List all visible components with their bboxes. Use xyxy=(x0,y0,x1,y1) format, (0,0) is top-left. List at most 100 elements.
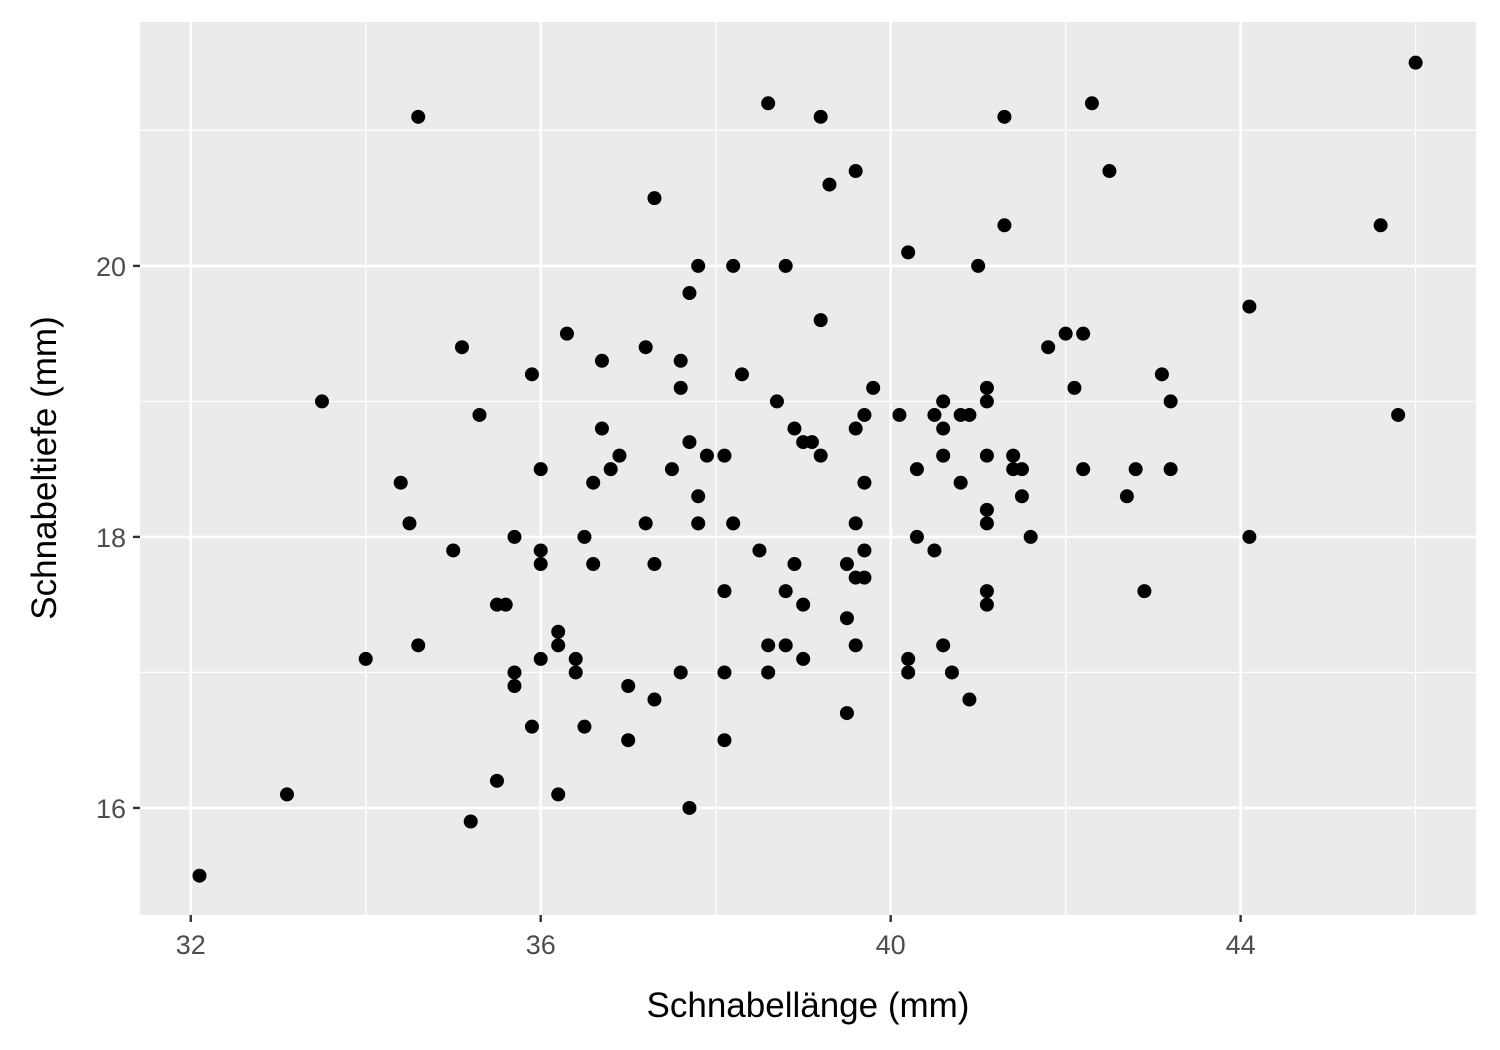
data-point xyxy=(936,421,951,436)
data-point xyxy=(358,651,373,666)
data-point xyxy=(857,407,872,422)
data-point xyxy=(717,584,732,599)
data-point xyxy=(936,638,951,653)
data-point xyxy=(682,800,697,815)
data-point xyxy=(796,651,811,666)
data-point xyxy=(936,448,951,463)
data-point xyxy=(734,367,749,382)
data-point xyxy=(822,177,837,192)
data-point xyxy=(726,516,741,531)
data-point xyxy=(971,258,986,273)
data-point xyxy=(848,164,863,179)
data-point xyxy=(647,557,662,572)
data-point xyxy=(621,678,636,693)
data-point xyxy=(691,489,706,504)
data-point xyxy=(446,543,461,558)
data-point xyxy=(848,516,863,531)
data-point xyxy=(909,529,924,544)
data-point xyxy=(647,692,662,707)
data-point xyxy=(979,448,994,463)
data-point xyxy=(454,340,469,355)
data-point xyxy=(498,597,513,612)
data-point xyxy=(997,109,1012,124)
data-point xyxy=(761,665,776,680)
data-point xyxy=(839,611,854,626)
data-point xyxy=(944,665,959,680)
data-point xyxy=(691,516,706,531)
data-point xyxy=(577,529,592,544)
x-tick-label: 40 xyxy=(876,930,906,960)
data-point xyxy=(533,462,548,477)
data-point xyxy=(717,665,732,680)
data-point xyxy=(507,529,522,544)
data-point xyxy=(192,868,207,883)
axes: 32 36 40 44 16 18 20 xyxy=(96,252,1256,960)
data-point xyxy=(936,394,951,409)
data-point xyxy=(551,787,566,802)
data-point xyxy=(769,394,784,409)
plot-panel xyxy=(140,22,1476,915)
x-tick-label: 36 xyxy=(526,930,556,960)
data-point xyxy=(638,516,653,531)
data-point xyxy=(761,96,776,111)
data-point xyxy=(472,407,487,422)
y-tick-label: 18 xyxy=(96,523,126,553)
data-point xyxy=(848,638,863,653)
data-point xyxy=(682,435,697,450)
data-point xyxy=(1373,218,1388,233)
data-point xyxy=(673,380,688,395)
y-axis-title: Schnabeltiefe (mm) xyxy=(25,316,64,619)
data-point xyxy=(647,191,662,206)
data-point xyxy=(1163,394,1178,409)
data-point xyxy=(813,313,828,328)
data-point xyxy=(1408,55,1423,70)
data-point xyxy=(594,421,609,436)
data-point xyxy=(1014,462,1029,477)
data-point xyxy=(1163,462,1178,477)
data-point xyxy=(787,421,802,436)
data-point xyxy=(979,516,994,531)
data-point xyxy=(673,665,688,680)
data-point xyxy=(979,394,994,409)
data-point xyxy=(612,448,627,463)
data-point xyxy=(813,448,828,463)
data-point xyxy=(1102,164,1117,179)
data-point xyxy=(577,719,592,734)
data-point xyxy=(778,638,793,653)
data-point xyxy=(699,448,714,463)
data-point xyxy=(1137,584,1152,599)
data-point xyxy=(402,516,417,531)
data-point xyxy=(551,624,566,639)
data-point xyxy=(1041,340,1056,355)
data-point xyxy=(1119,489,1134,504)
data-point xyxy=(979,380,994,395)
data-point xyxy=(1084,96,1099,111)
data-point xyxy=(393,475,408,490)
y-tick-label: 20 xyxy=(96,252,126,282)
data-point xyxy=(1006,448,1021,463)
data-point xyxy=(717,733,732,748)
data-point xyxy=(1242,299,1257,314)
data-point xyxy=(594,353,609,368)
data-point xyxy=(524,719,539,734)
data-point xyxy=(979,597,994,612)
data-point xyxy=(463,814,478,829)
data-point xyxy=(953,475,968,490)
data-point xyxy=(857,570,872,585)
data-point xyxy=(761,638,776,653)
data-point xyxy=(551,638,566,653)
data-point xyxy=(621,733,636,748)
data-point xyxy=(1154,367,1169,382)
data-point xyxy=(979,502,994,517)
data-point xyxy=(1014,489,1029,504)
data-point xyxy=(752,543,767,558)
data-point xyxy=(962,692,977,707)
minor-grid xyxy=(140,22,1476,915)
data-point xyxy=(857,475,872,490)
data-point xyxy=(603,462,618,477)
data-point xyxy=(568,665,583,680)
data-point xyxy=(586,475,601,490)
data-point xyxy=(778,584,793,599)
x-axis-title: Schnabellänge (mm) xyxy=(647,986,970,1025)
